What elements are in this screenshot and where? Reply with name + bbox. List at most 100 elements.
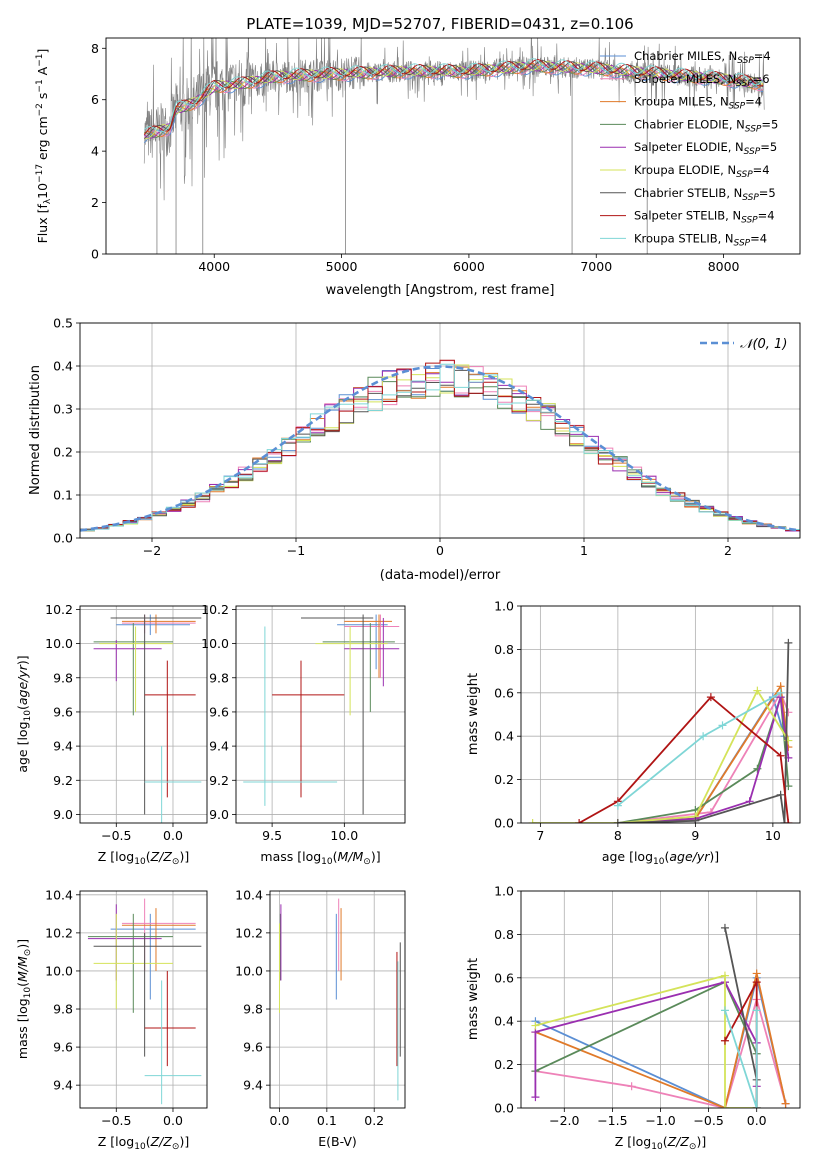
label-span: SSP xyxy=(741,216,758,226)
legend-label-chabrier-elodie-n-ssp-5: Chabrier ELODIE, NSSP=5 xyxy=(634,117,778,134)
x-tick-label: −0.5 xyxy=(101,1113,131,1128)
label-span: ⊙ xyxy=(172,1142,180,1152)
y-tick-label: 9.8 xyxy=(209,670,229,685)
weight-marker xyxy=(706,693,715,702)
weight-marker xyxy=(699,732,708,741)
label-span: Z [log xyxy=(98,1134,134,1149)
x-axis-label: (data-model)/error xyxy=(380,568,501,583)
label-span: ( xyxy=(663,1134,668,1149)
weight-marker xyxy=(718,721,727,730)
errorbar-salpeter-stelib xyxy=(272,660,345,798)
x-tick-label: 9 xyxy=(691,828,699,843)
weight-marker xyxy=(752,978,761,987)
label-span: ( xyxy=(333,849,338,864)
y-tick-label: 10.0 xyxy=(45,963,73,978)
x-tick-label: 10.0 xyxy=(330,828,358,843)
y-tick-label: 10.0 xyxy=(235,963,263,978)
x-axis-label: Z [log10(Z/Z⊙)] xyxy=(615,1134,706,1152)
plot-area xyxy=(87,898,202,1105)
label-span: s xyxy=(35,93,50,104)
label-span: ] xyxy=(35,49,50,54)
y-tick-label: 9.8 xyxy=(243,1002,263,1017)
label-span: 10 xyxy=(35,183,50,199)
weight-line-chabrier-elodie xyxy=(617,696,790,823)
y-tick-label: 0.2 xyxy=(53,445,73,460)
y-tick-label: 10.4 xyxy=(45,887,73,902)
label-span: erg cm xyxy=(35,116,50,164)
x-tick-label: 8000 xyxy=(708,259,740,274)
weight-marker xyxy=(575,819,584,823)
y-tick-label: 10.2 xyxy=(45,925,73,940)
label-span: SSP xyxy=(729,102,746,112)
y-tick-label: 9.8 xyxy=(53,1002,73,1017)
weight-marker xyxy=(781,1099,790,1108)
y-tick-label: 0.4 xyxy=(494,1014,514,1029)
x-tick-label: 0.2 xyxy=(364,1113,384,1128)
errorbar-chabrier-miles xyxy=(110,913,196,1000)
y-tick-label: 10.0 xyxy=(201,636,229,651)
errorbar-chabrier-stelib xyxy=(93,932,202,1057)
y-axis-label: mass [log10(M/M⊙)] xyxy=(15,939,33,1059)
legend-label-kroupa-stelib-n-ssp-4: Kroupa STELIB, NSSP=4 xyxy=(634,231,767,248)
x-axis-label: Z [log10(Z/Z⊙)] xyxy=(98,849,189,867)
axes-frame xyxy=(79,890,208,1109)
errorbar-chabrier-stelib xyxy=(301,614,374,815)
label-span: Z [log xyxy=(98,849,134,864)
label-span: ( xyxy=(15,982,30,987)
plot-area xyxy=(278,898,401,1101)
errorbar-salpeter-miles xyxy=(344,614,400,678)
weight-marker xyxy=(531,1021,540,1030)
y-tick-label: 9.2 xyxy=(53,773,73,788)
errorbar-salpeter-elodie xyxy=(344,617,400,687)
weight-line-kroupa-stelib xyxy=(724,1010,758,1108)
x-axis-label: wavelength [Angstrom, rest frame] xyxy=(326,283,555,298)
weight-marker xyxy=(753,686,762,695)
label-span: =4 xyxy=(754,49,771,63)
plot-area xyxy=(80,359,800,532)
y-tick-label: 9.6 xyxy=(209,704,229,719)
weight-line-salpeter-stelib xyxy=(578,695,790,823)
weight-marker xyxy=(720,1036,729,1045)
y-tick-label: 9.6 xyxy=(53,704,73,719)
x-axis-label: E(B-V) xyxy=(318,1134,357,1149)
errorbar-salpeter-stelib xyxy=(144,970,196,1067)
y-axis-label: mass weight xyxy=(466,958,481,1040)
label-span: M/M xyxy=(338,849,364,864)
y-tick-label: 9.4 xyxy=(243,1078,263,1093)
x-tick-label: 5000 xyxy=(326,259,358,274)
label-span: =5 xyxy=(759,186,776,200)
errorbar-kroupa-stelib xyxy=(243,626,338,806)
y-tick-label: 10.2 xyxy=(201,602,229,617)
y-tick-label: 9.2 xyxy=(209,773,229,788)
weight-marker xyxy=(784,708,793,717)
label-span: SSP xyxy=(736,170,753,180)
y-tick-label: 9.4 xyxy=(209,739,229,754)
axes-mass-vs-EBV: 0.0 0.1 0.2 9.4 9.6 9.8 10.0 10.2 10.4 E(B-V) xyxy=(235,887,406,1149)
y-tick-label: 8 xyxy=(91,41,99,56)
y-tick-label: 6 xyxy=(91,92,99,107)
x-tick-label: 0.0 xyxy=(163,1113,183,1128)
weight-marker xyxy=(780,819,789,823)
y-axis-label: age [log10(age/yr)] xyxy=(15,655,33,772)
errorbar-kroupa-miles xyxy=(121,908,196,971)
label-span: SSP xyxy=(745,124,762,134)
weight-line-salpeter-miles xyxy=(535,996,787,1108)
axes-frame xyxy=(79,605,208,824)
label-span: Chabrier MILES, N xyxy=(634,49,737,63)
errorbar-salpeter-stelib xyxy=(144,660,196,798)
y-tick-label: 4 xyxy=(91,144,99,159)
label-span: ( xyxy=(15,705,30,710)
x-tick-label: 2 xyxy=(724,543,732,558)
y-tick-label: 10.2 xyxy=(235,925,263,940)
weight-line-salpeter-miles xyxy=(617,690,790,823)
y-tick-label: 9.4 xyxy=(53,1078,73,1093)
label-span: M/M xyxy=(15,956,30,982)
weight-marker xyxy=(784,819,793,823)
x-tick-label: 8 xyxy=(614,828,622,843)
label-span: −1 xyxy=(35,54,45,67)
y-tick-label: 0.6 xyxy=(494,970,514,985)
label-span: =4 xyxy=(745,95,762,109)
label-span: mass [log xyxy=(15,998,30,1059)
y-tick-label: 0.0 xyxy=(494,1101,514,1116)
